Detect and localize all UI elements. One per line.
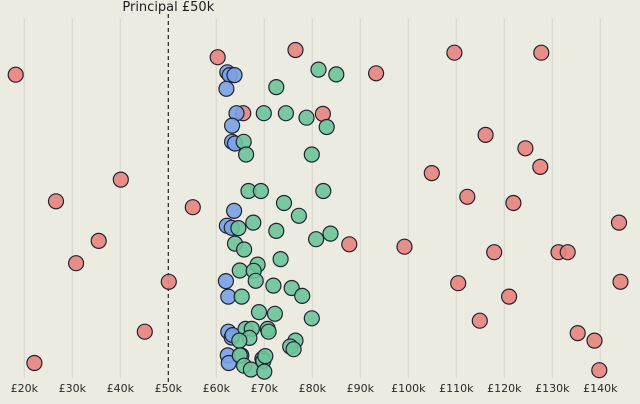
- point-below-0: [7, 66, 24, 83]
- point-below-2: [287, 41, 304, 59]
- point-band_high-0: [310, 61, 327, 78]
- point-band_high-21: [236, 241, 253, 258]
- point-band_high-30: [233, 288, 250, 305]
- x-axis-ticks: £20k £30k £40k £50k £60k £70k £80k £90k £100k £11…: [11, 382, 618, 395]
- point-below-13: [47, 193, 65, 210]
- point-below-9: [517, 140, 534, 157]
- point-band_high-49: [242, 361, 259, 378]
- point-band_low-5: [224, 117, 241, 134]
- x-tick-label: £100k: [391, 382, 426, 395]
- point-below-23: [559, 244, 576, 261]
- point-band_high-1: [328, 66, 345, 83]
- point-below-12: [112, 171, 129, 188]
- point-band_low-8: [226, 202, 243, 219]
- point-below-29: [136, 323, 153, 340]
- point-below-26: [450, 275, 467, 292]
- x-tick-label: £140k: [583, 382, 618, 395]
- x-tick-label: £40k: [107, 382, 135, 395]
- grid-lines: [23, 18, 601, 378]
- point-band_low-12: [220, 288, 237, 305]
- point-band_high-9: [238, 146, 255, 163]
- point-band_high-39: [231, 332, 248, 349]
- point-below-25: [160, 273, 177, 290]
- point-band_high-26: [247, 272, 264, 289]
- point-below-27: [612, 273, 629, 290]
- point-band_high-31: [250, 304, 268, 321]
- point-band_high-37: [260, 323, 277, 340]
- point-band_low-17: [220, 354, 237, 372]
- x-tick-label: £50k: [155, 382, 183, 395]
- point-band_high-42: [285, 341, 302, 358]
- data-points: [7, 41, 629, 380]
- point-band_high-13: [275, 194, 293, 212]
- point-band_high-4: [277, 105, 294, 122]
- point-band_low-2: [226, 66, 243, 84]
- x-tick-label: £110k: [439, 382, 474, 395]
- point-band_high-32: [266, 305, 283, 322]
- point-band_high-47: [257, 348, 274, 365]
- point-band_high-17: [268, 222, 285, 239]
- point-below-18: [90, 232, 107, 249]
- point-below-11: [423, 165, 440, 182]
- point-below-4: [446, 44, 463, 61]
- point-below-32: [586, 332, 603, 349]
- point-below-19: [341, 236, 358, 253]
- reference-line-group: Principal £50k: [122, 0, 215, 382]
- x-tick-label: £90k: [347, 382, 375, 395]
- point-below-17: [610, 214, 628, 231]
- point-below-15: [459, 188, 476, 205]
- point-band_high-19: [308, 231, 325, 248]
- point-below-1: [209, 49, 226, 66]
- x-tick-label: £70k: [251, 382, 279, 395]
- x-tick-label: £30k: [59, 382, 87, 395]
- point-band_high-24: [231, 262, 248, 279]
- point-band_high-50: [256, 363, 273, 380]
- point-band_high-14: [290, 207, 307, 224]
- point-below-20: [396, 238, 413, 255]
- point-band_high-11: [252, 182, 269, 200]
- x-tick-label: £130k: [535, 382, 570, 395]
- point-below-10: [532, 158, 549, 175]
- point-below-5: [533, 44, 550, 61]
- point-band_low-11: [217, 273, 234, 290]
- point-band_high-27: [265, 277, 282, 294]
- point-band_high-2: [268, 78, 285, 96]
- point-below-31: [569, 325, 586, 342]
- point-band_high-18: [322, 225, 339, 242]
- point-band_high-8: [303, 146, 320, 163]
- point-band_high-12: [315, 182, 332, 200]
- reference-line-label: Principal £50k: [122, 0, 214, 15]
- point-below-28: [501, 288, 518, 305]
- x-tick-label: £120k: [487, 382, 522, 395]
- point-below-30: [471, 312, 488, 329]
- point-band_high-5: [298, 109, 315, 126]
- point-below-8: [477, 126, 494, 143]
- point-band_high-3: [255, 105, 272, 122]
- point-band_high-33: [303, 310, 320, 327]
- point-below-16: [505, 194, 522, 212]
- point-below-34: [591, 362, 608, 379]
- point-band_high-16: [230, 220, 247, 237]
- x-tick-label: £60k: [203, 382, 231, 395]
- point-band_high-15: [245, 214, 262, 231]
- point-below-24: [67, 255, 85, 272]
- point-band_high-29: [294, 287, 311, 304]
- point-band_high-6: [318, 118, 335, 136]
- point-below-14: [184, 199, 201, 216]
- point-band_high-22: [272, 251, 289, 268]
- point-below-33: [26, 354, 43, 372]
- x-tick-label: £80k: [299, 382, 327, 395]
- x-tick-label: £20k: [11, 382, 39, 395]
- point-below-21: [486, 244, 503, 261]
- point-band_low-3: [218, 80, 235, 97]
- point-below-3: [368, 65, 385, 82]
